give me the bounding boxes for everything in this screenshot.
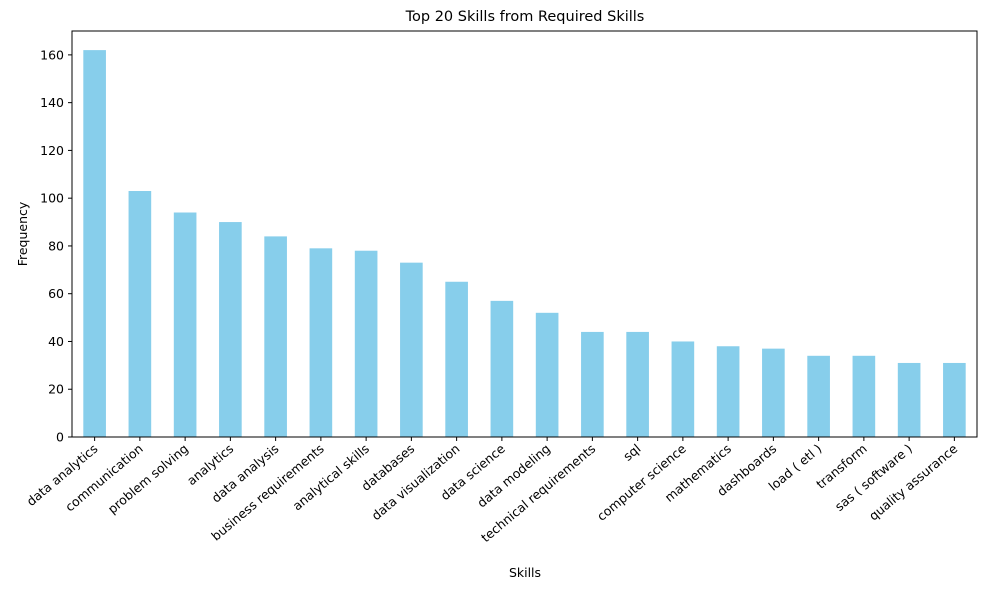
x-axis-label: Skills xyxy=(509,565,541,580)
x-tick-label: problem solving xyxy=(105,441,191,517)
y-tick-label: 140 xyxy=(40,95,64,110)
bar xyxy=(264,236,287,437)
bar xyxy=(128,191,152,437)
bar xyxy=(219,222,242,437)
bar xyxy=(535,312,559,437)
bar xyxy=(445,281,468,437)
bar xyxy=(943,362,966,437)
y-axis-label: Frequency xyxy=(15,201,30,266)
bar xyxy=(400,262,423,437)
y-tick-label: 80 xyxy=(48,238,64,253)
bars-group xyxy=(83,50,966,438)
plot-frame xyxy=(71,30,978,438)
y-tick-label: 20 xyxy=(48,382,64,397)
chart-title: Top 20 Skills from Required Skills xyxy=(405,9,645,25)
bar xyxy=(626,331,649,437)
y-tick-label: 120 xyxy=(40,143,64,158)
x-tick-label: sas ( software ) xyxy=(832,441,915,514)
bar xyxy=(581,331,604,437)
bar xyxy=(762,348,785,437)
bar xyxy=(173,212,197,437)
y-tick-label: 40 xyxy=(48,334,64,349)
bar xyxy=(83,50,106,438)
bar xyxy=(807,355,830,437)
x-tick-label: analytical skills xyxy=(290,441,373,514)
bar xyxy=(490,300,514,437)
x-tick-label: communication xyxy=(62,441,146,515)
bar xyxy=(852,355,876,437)
x-tick-label: sql xyxy=(620,441,643,464)
bar xyxy=(897,362,921,437)
y-axis-ticks: 0 20 40 60 80 100 120 140 160 xyxy=(40,47,72,445)
bar xyxy=(671,341,695,437)
y-tick-label: 160 xyxy=(40,47,64,62)
y-tick-label: 100 xyxy=(40,191,64,206)
bar xyxy=(354,250,378,437)
bar xyxy=(309,248,333,437)
bar xyxy=(716,346,740,437)
y-tick-label: 0 xyxy=(56,430,64,445)
y-tick-label: 60 xyxy=(48,286,64,301)
